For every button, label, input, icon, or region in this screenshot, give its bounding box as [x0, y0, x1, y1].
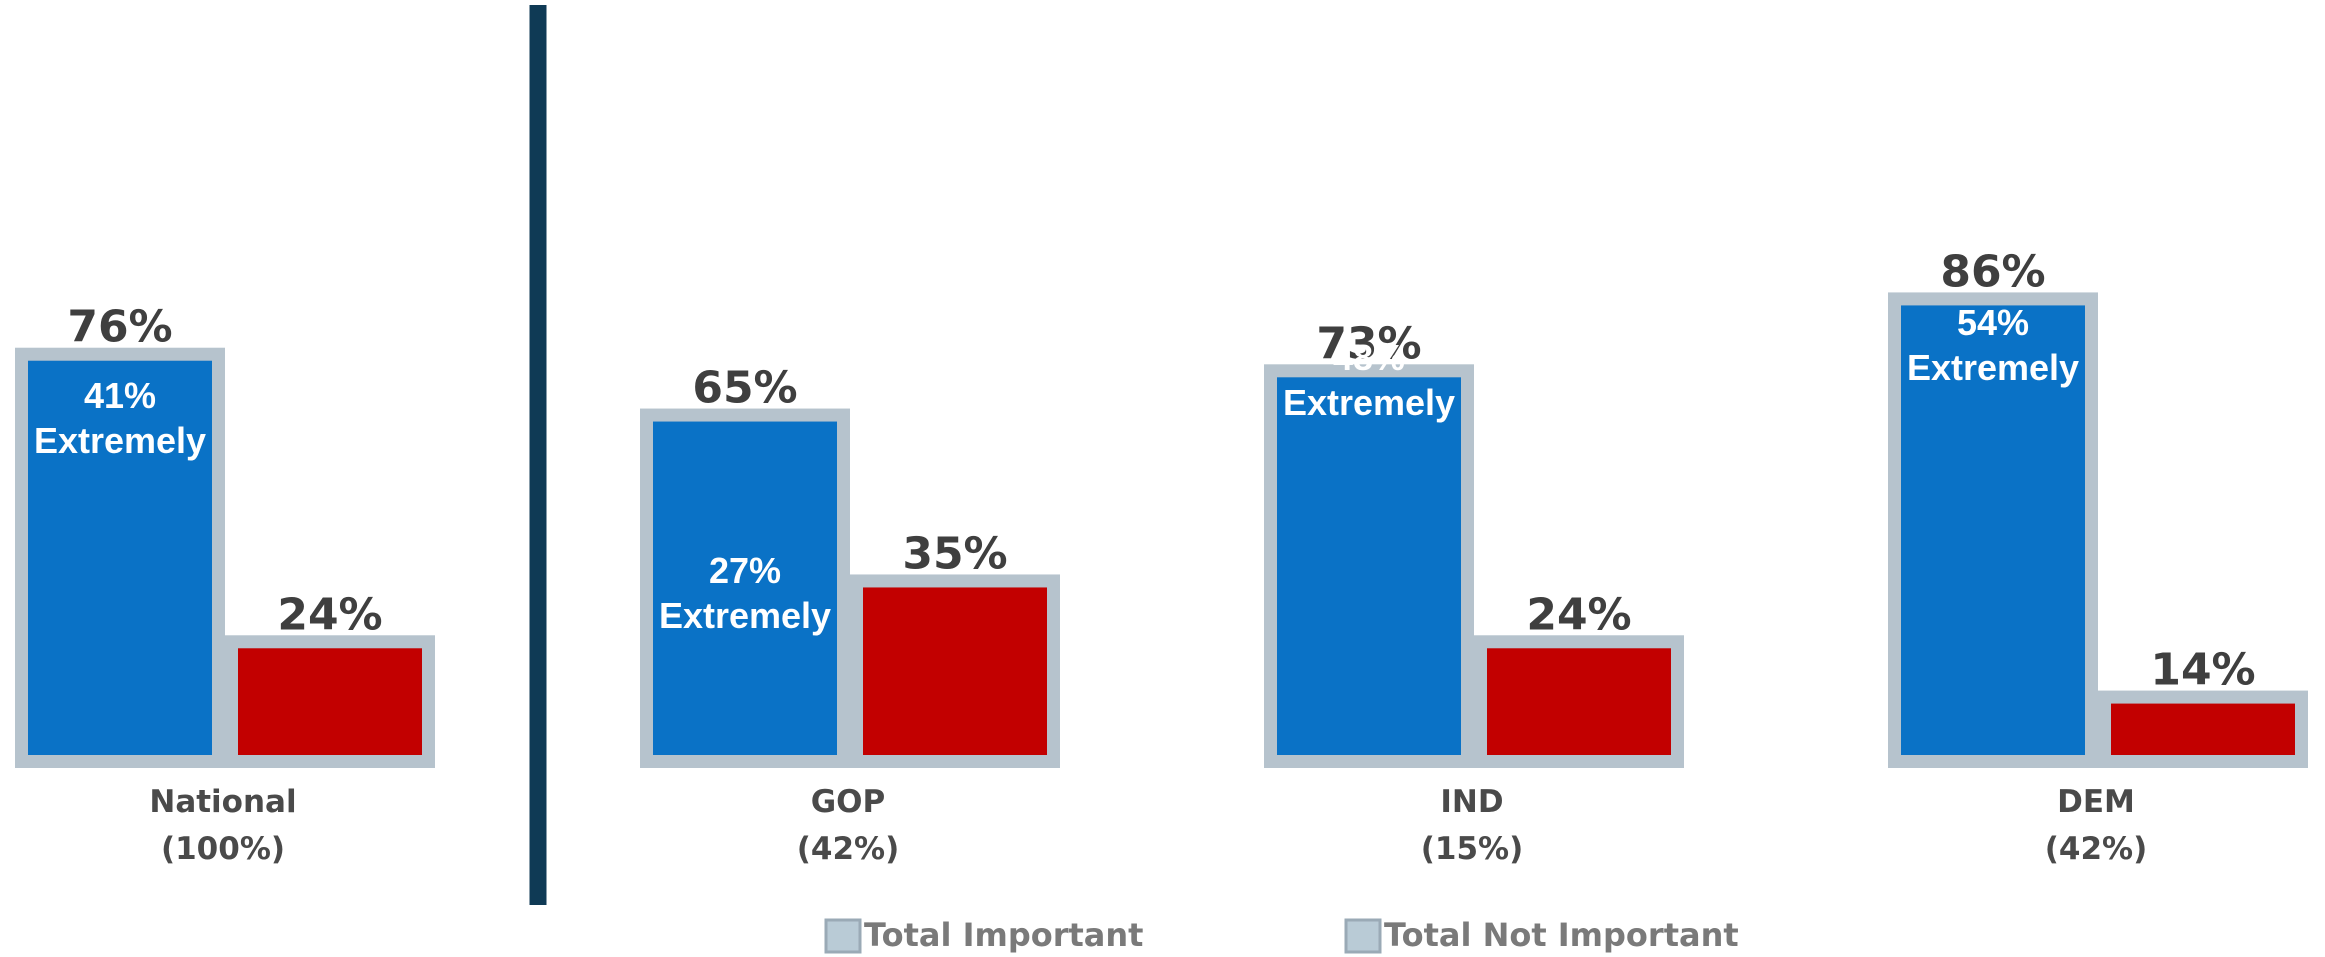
value-label-important: 65%	[692, 363, 797, 414]
bars-layer	[15, 292, 2308, 768]
bar-important-ind	[1277, 377, 1461, 755]
category-share-label: (42%)	[797, 831, 900, 867]
category-share-label: (42%)	[2045, 831, 2148, 867]
value-label-not-important: 35%	[902, 528, 1007, 579]
extremely-pct-label: 48%	[1333, 337, 1405, 378]
value-label-not-important: 24%	[277, 589, 382, 640]
category-share-label: (100%)	[161, 831, 285, 867]
legend-label-important: Total Important	[864, 916, 1143, 954]
bar-not-important-gop	[863, 587, 1047, 755]
legend-swatch-not-important	[1344, 918, 1382, 954]
bar-not-important-ind	[1487, 648, 1671, 755]
value-label-important: 73%	[1316, 318, 1421, 369]
extremely-text-label: Extremely	[34, 420, 206, 461]
extremely-text-label: Extremely	[659, 595, 831, 636]
value-label-not-important: 24%	[1526, 589, 1631, 640]
value-label-not-important: 14%	[2150, 645, 2255, 696]
bar-important-national	[28, 360, 212, 755]
extremely-text-label: Extremely	[1907, 347, 2079, 388]
bar-important-gop	[653, 421, 837, 755]
extremely-pct-label: 41%	[84, 375, 156, 416]
legend-label-not-important: Total Not Important	[1384, 916, 1739, 954]
bar-not-important-dem	[2111, 703, 2295, 755]
category-label: DEM	[2057, 784, 2135, 820]
category-share-label: (15%)	[1421, 831, 1524, 867]
value-label-important: 76%	[67, 302, 172, 353]
value-label-important: 86%	[1940, 246, 2045, 297]
category-label: GOP	[811, 784, 886, 820]
category-label: National	[149, 784, 296, 820]
bar-important-dem	[1901, 305, 2085, 755]
legend: Total Important Total Not Important	[824, 916, 1739, 954]
extremely-text-label: Extremely	[1283, 382, 1455, 423]
extremely-pct-label: 54%	[1957, 302, 2029, 343]
extremely-pct-label: 27%	[709, 550, 781, 591]
legend-swatch-important	[824, 918, 862, 954]
labels-layer: 76%24%41%ExtremelyNational(100%)65%35%27…	[34, 246, 2256, 867]
bar-not-important-national	[238, 648, 422, 755]
category-label: IND	[1440, 784, 1503, 820]
